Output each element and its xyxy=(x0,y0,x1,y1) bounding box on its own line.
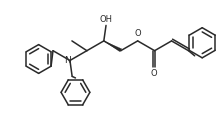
Text: OH: OH xyxy=(99,15,112,24)
Polygon shape xyxy=(104,41,122,52)
Text: N: N xyxy=(64,56,70,65)
Text: O: O xyxy=(151,69,157,78)
Text: O: O xyxy=(134,29,141,38)
